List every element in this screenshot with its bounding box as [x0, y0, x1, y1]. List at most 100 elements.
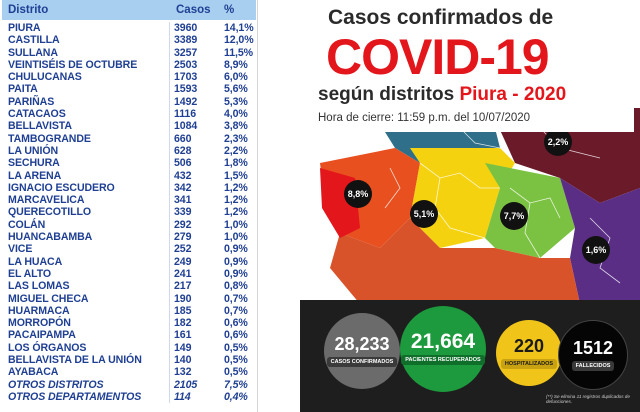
- table-row: QUERECOTILLO 339 1,2%: [2, 206, 256, 219]
- cell-percent: 1,2%: [224, 206, 248, 219]
- table-row: COLÁN 292 1,0%: [2, 218, 256, 232]
- table-row: CHULUCANAS 1703 6,0%: [2, 71, 256, 84]
- cell-cases: 2105: [174, 378, 198, 391]
- column-divider: [169, 243, 170, 256]
- cell-cases: 339: [174, 206, 192, 219]
- stat-recovered: 21,664 PACIENTES RECUPERADOS: [400, 306, 486, 392]
- district-borders: [384, 127, 621, 284]
- table-row: PACAIPAMPA 161 0,6%: [2, 329, 256, 342]
- table-row: SULLANA 3257 11,5%: [2, 46, 256, 59]
- column-divider: [169, 132, 170, 145]
- cell-cases: 1492: [174, 95, 198, 108]
- table-row: OTROS DISTRITOS 2105 7,5%: [2, 378, 256, 391]
- table-header: Distrito Casos %: [2, 0, 256, 20]
- table-row: MIGUEL CHECA 190 0,7%: [2, 292, 256, 305]
- table-row: BELLAVISTA DE LA UNIÓN 140 0,5%: [2, 354, 256, 367]
- table-row: PAITA 1593 5,6%: [2, 83, 256, 96]
- table-row: PARIÑAS 1492 5,3%: [2, 95, 256, 109]
- cell-district: AYABACA: [8, 366, 59, 379]
- map-region-green: [485, 163, 575, 258]
- cell-cases: 3389: [174, 34, 198, 47]
- cell-cases: 279: [174, 231, 192, 244]
- title-region-year: Piura - 2020: [459, 84, 567, 105]
- cell-percent: 0,8%: [224, 280, 248, 293]
- column-divider: [169, 58, 170, 72]
- cell-percent: 4,0%: [224, 108, 248, 121]
- cell-percent: 1,5%: [224, 169, 248, 182]
- stat-deceased: 1512 FALLECIDOS: [558, 320, 628, 390]
- title-covid: COVID-19: [326, 29, 550, 85]
- stat-hospitalized: 220 HOSPITALIZADOS: [496, 320, 562, 386]
- cell-district: QUERECOTILLO: [8, 206, 91, 219]
- table-row: MORROPÓN 182 0,6%: [2, 317, 256, 330]
- header-percent: %: [224, 4, 235, 16]
- cell-district: COLÁN: [8, 218, 46, 231]
- map-badge: 8,8%: [344, 180, 372, 208]
- cell-district: LA ARENA: [8, 169, 62, 182]
- district-table: Distrito Casos % PIURA 3960 14,1% CASTILLA 3…: [0, 0, 258, 412]
- table-row: SECHURA 506 1,8%: [2, 157, 256, 170]
- table-row: CASTILLA 3389 12,0%: [2, 34, 256, 47]
- map-region-yellow: [410, 148, 515, 248]
- cell-percent: 0,5%: [224, 341, 248, 354]
- cell-percent: 8,9%: [224, 58, 248, 71]
- table-row: VEINTISÉIS DE OCTUBRE 2503 8,9%: [2, 58, 256, 72]
- cell-cases: 3960: [174, 22, 198, 34]
- table-row: TAMBOGRANDE 660 2,3%: [2, 132, 256, 145]
- cell-percent: 12,0%: [224, 34, 254, 47]
- table-row: AYABACA 132 0,5%: [2, 366, 256, 379]
- table-row: VICE 252 0,9%: [2, 243, 256, 256]
- cell-district: OTROS DISTRITOS: [8, 378, 104, 391]
- cell-percent: 5,6%: [224, 83, 248, 96]
- column-divider: [169, 206, 170, 219]
- cell-cases: 185: [174, 304, 192, 317]
- title-line-3: según distritos Piura - 2020: [318, 84, 566, 106]
- column-divider: [169, 329, 170, 342]
- map-badge: 2,2%: [544, 128, 572, 156]
- table-row: LOS ÓRGANOS 149 0,5%: [2, 341, 256, 355]
- column-divider: [169, 120, 170, 133]
- cell-cases: 132: [174, 366, 192, 379]
- cell-percent: 14,1%: [224, 22, 254, 34]
- cell-cases: 342: [174, 181, 192, 194]
- cell-district: HUARMACA: [8, 304, 70, 317]
- table-row: MARCAVELICA 341 1,2%: [2, 194, 256, 207]
- column-divider: [169, 157, 170, 170]
- title-by-district: según distritos: [318, 84, 455, 105]
- column-divider: [169, 34, 170, 47]
- cell-district: MARCAVELICA: [8, 194, 85, 207]
- column-divider: [169, 71, 170, 84]
- column-divider: [169, 181, 170, 195]
- stat-deceased-label: FALLECIDOS: [571, 361, 615, 371]
- column-divider: [169, 267, 170, 281]
- title-line-1: Casos confirmados de: [328, 6, 554, 29]
- column-divider: [169, 83, 170, 96]
- cell-district: TAMBOGRANDE: [8, 132, 91, 145]
- cell-percent: 1,2%: [224, 194, 248, 207]
- column-divider: [169, 169, 170, 182]
- stat-recovered-value: 21,664: [410, 330, 476, 353]
- cell-cases: 190: [174, 292, 192, 305]
- cell-district: LOS ÓRGANOS: [8, 341, 87, 354]
- column-divider: [169, 255, 170, 268]
- cell-cases: 140: [174, 354, 192, 367]
- map-badge: 1,6%: [582, 236, 610, 264]
- cell-percent: 2,3%: [224, 132, 248, 145]
- column-divider: [169, 304, 170, 318]
- cell-district: SULLANA: [8, 46, 58, 59]
- cell-percent: 0,4%: [224, 390, 248, 403]
- cell-percent: 1,0%: [224, 231, 248, 244]
- column-divider: [169, 46, 170, 59]
- cell-cases: 149: [174, 341, 192, 354]
- cell-district: PARIÑAS: [8, 95, 55, 108]
- cell-percent: 3,8%: [224, 120, 248, 133]
- column-divider: [169, 292, 170, 305]
- cell-percent: 0,9%: [224, 267, 248, 280]
- cell-cases: 660: [174, 132, 192, 145]
- cell-district: BELLAVISTA: [8, 120, 72, 133]
- table-row: HUANCABAMBA 279 1,0%: [2, 231, 256, 244]
- table-row: BELLAVISTA 1084 3,8%: [2, 120, 256, 133]
- table-row: LA ARENA 432 1,5%: [2, 169, 256, 182]
- column-divider: [169, 341, 170, 355]
- cell-cases: 182: [174, 317, 192, 330]
